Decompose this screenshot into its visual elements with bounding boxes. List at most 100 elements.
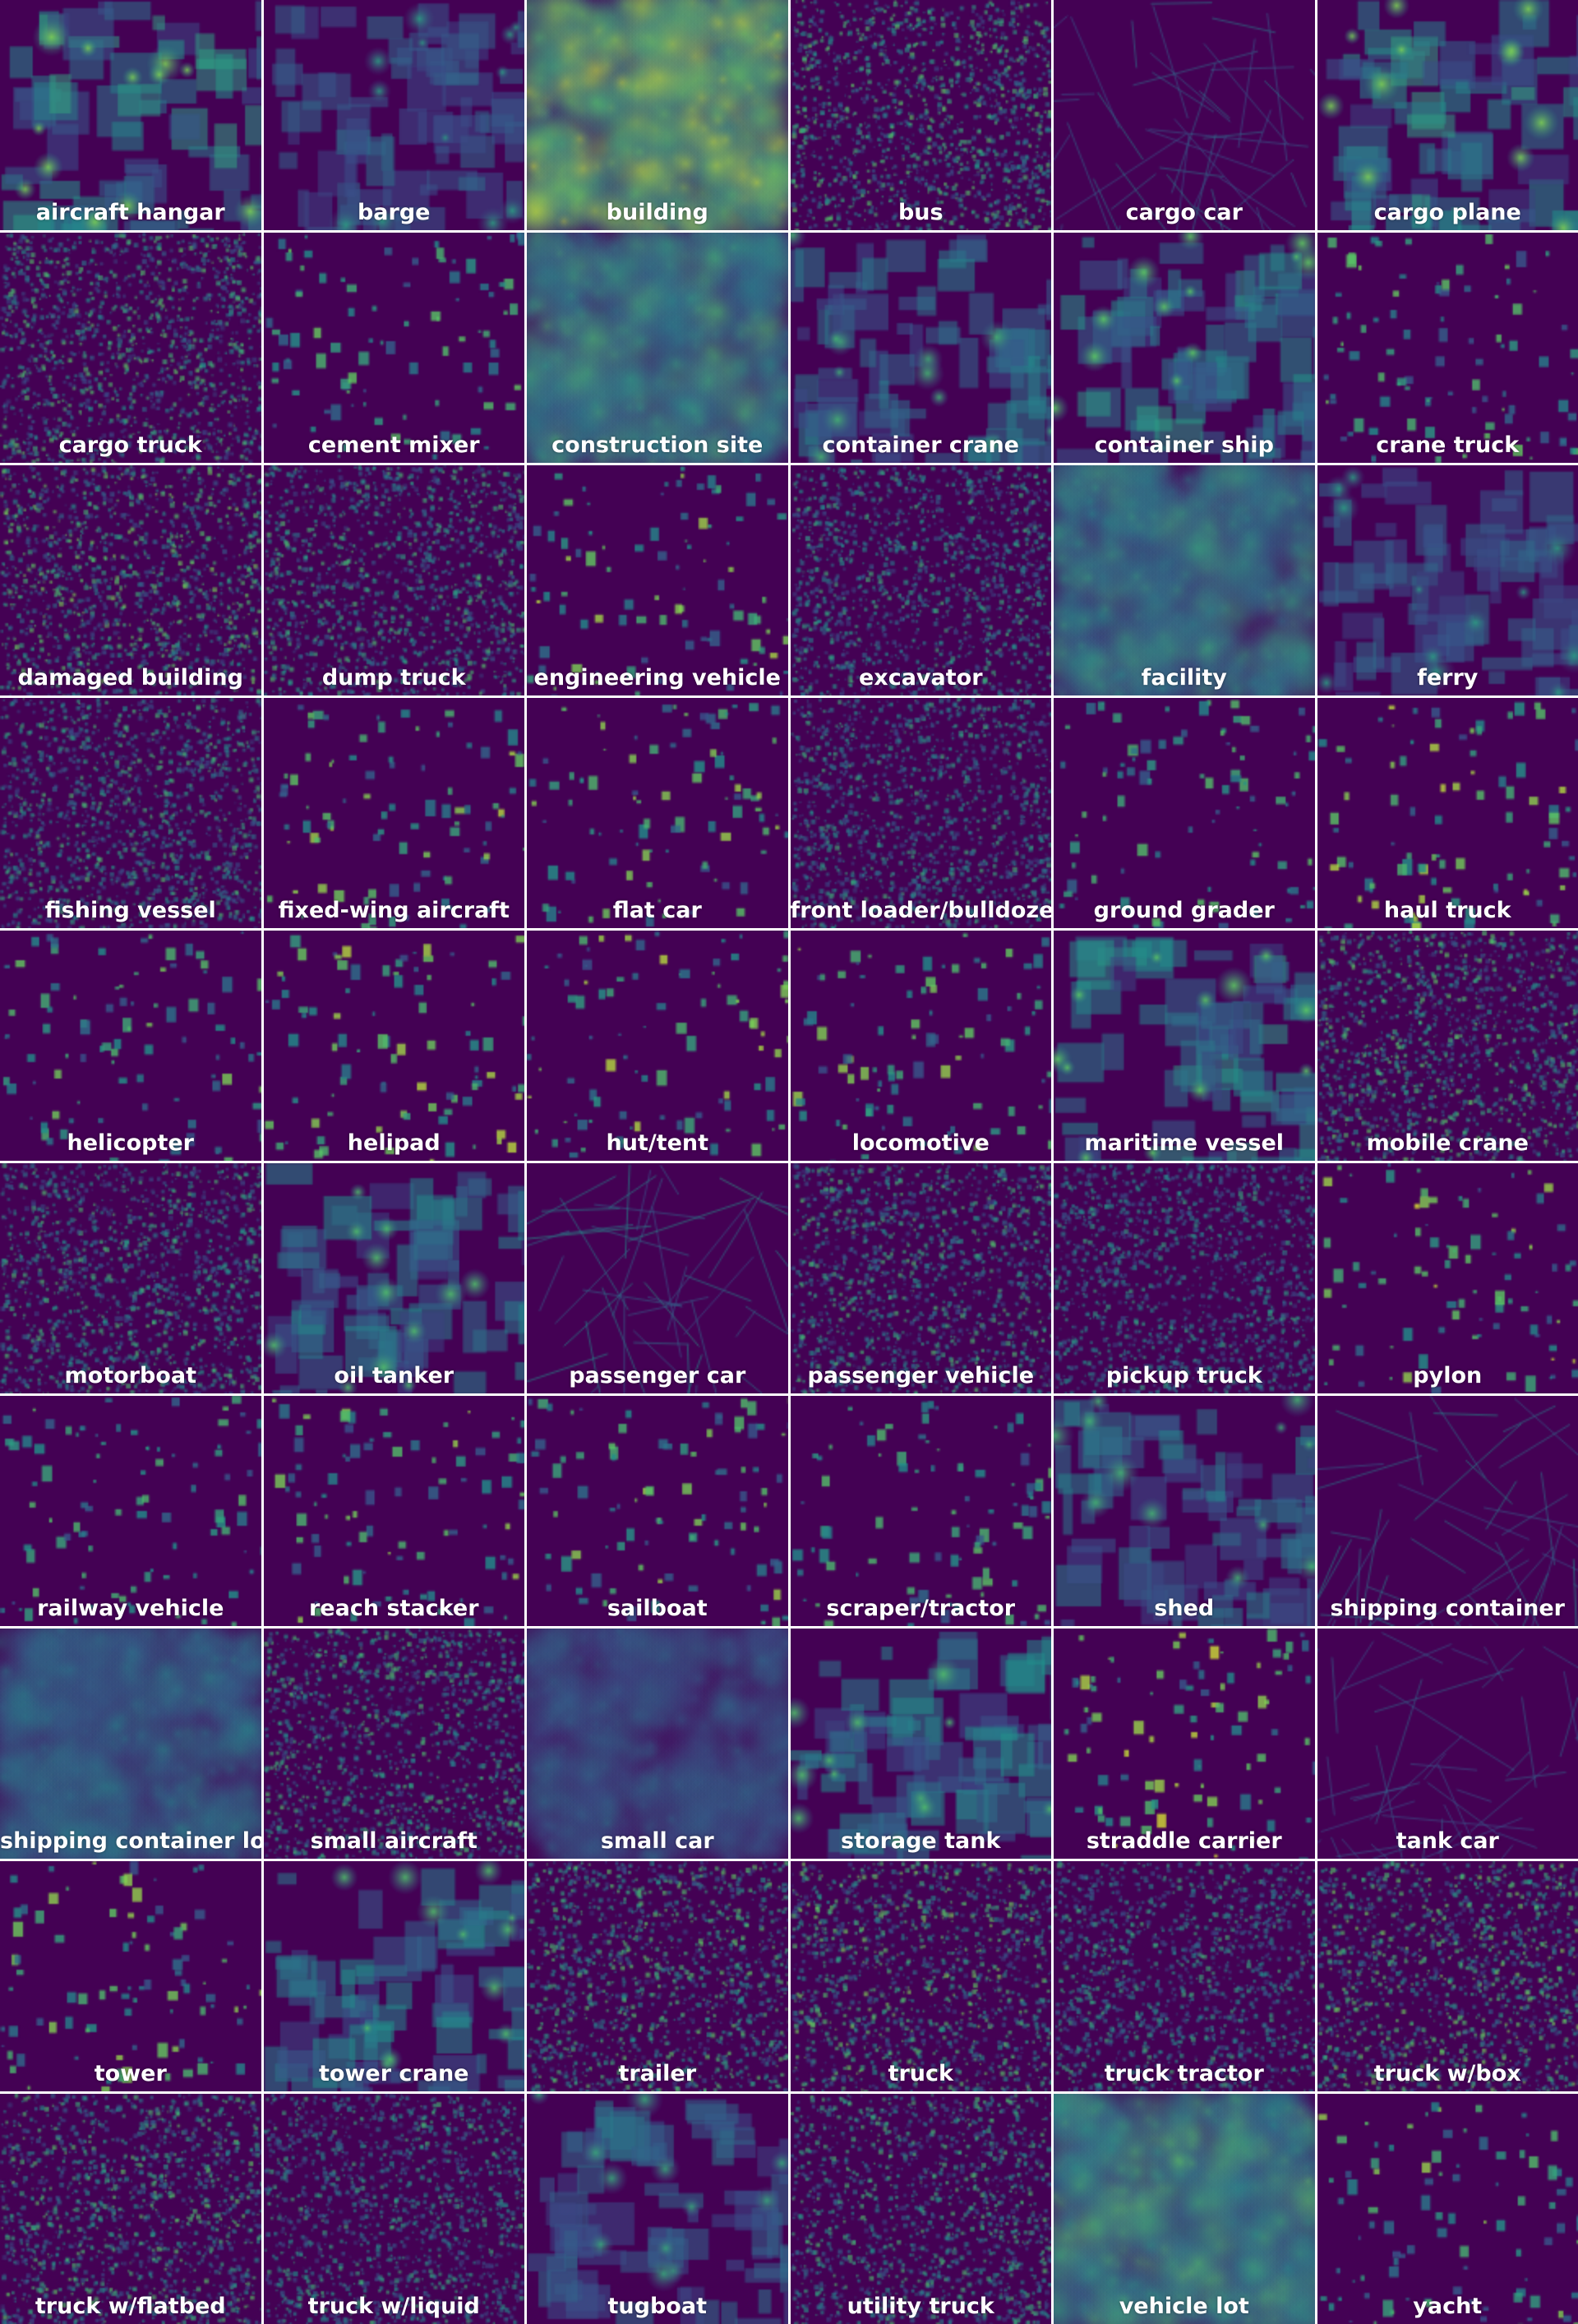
heatmap-image — [1317, 931, 1578, 1161]
tile-label: front loader/bulldozer — [790, 898, 1052, 924]
heatmap-image — [527, 1861, 788, 2091]
tile-label: flat car — [612, 898, 702, 924]
tile-label: small aircraft — [310, 1828, 478, 1855]
heatmap-tile: bus — [790, 0, 1051, 230]
heatmap-image — [790, 233, 1051, 463]
heatmap-tile: container ship — [1054, 233, 1315, 463]
heatmap-tile: truck — [790, 1861, 1051, 2091]
heatmap-image — [0, 931, 261, 1161]
tile-label: damaged building — [17, 665, 243, 691]
heatmap-image — [790, 2094, 1051, 2324]
heatmap-tile: shipping container — [1317, 1396, 1578, 1626]
heatmap-tile: aircraft hangar — [0, 0, 261, 230]
heatmap-tile: pylon — [1317, 1163, 1578, 1393]
tile-label: engineering vehicle — [533, 665, 781, 691]
heatmap-image — [527, 465, 788, 695]
tile-label: barge — [357, 200, 431, 226]
heatmap-image — [790, 0, 1051, 230]
tile-label: motorboat — [64, 1363, 196, 1389]
tile-label: vehicle lot — [1119, 2294, 1249, 2320]
heatmap-image — [263, 931, 524, 1161]
heatmap-tile: damaged building — [0, 465, 261, 695]
heatmap-tile: helipad — [263, 931, 524, 1161]
heatmap-image — [790, 1629, 1051, 1859]
tile-label: utility truck — [847, 2294, 994, 2320]
heatmap-tile: passenger vehicle — [790, 1163, 1051, 1393]
heatmap-image — [1317, 1396, 1578, 1626]
heatmap-tile: front loader/bulldozer — [790, 698, 1052, 928]
tile-label: tugboat — [607, 2294, 707, 2320]
heatmap-image — [263, 1629, 524, 1859]
tile-label: helipad — [347, 1130, 441, 1157]
tile-label: small car — [600, 1828, 714, 1855]
tile-label: fishing vessel — [44, 898, 216, 924]
heatmap-tile: small aircraft — [263, 1629, 524, 1859]
heatmap-tile: crane truck — [1317, 233, 1578, 463]
tile-label: yacht — [1413, 2294, 1483, 2320]
tile-label: locomotive — [851, 1130, 990, 1157]
heatmap-tile: tower crane — [263, 1861, 524, 2091]
heatmap-tile: fixed-wing aircraft — [263, 698, 524, 928]
tile-label: reach stacker — [308, 1596, 479, 1622]
heatmap-tile: construction site — [527, 233, 788, 463]
heatmap-image — [0, 465, 261, 695]
heatmap-tile: ferry — [1317, 465, 1578, 695]
heatmap-tile: trailer — [527, 1861, 788, 2091]
tile-label: hut/tent — [606, 1130, 709, 1157]
tile-label: cargo plane — [1373, 200, 1521, 226]
heatmap-image — [263, 1861, 524, 2091]
heatmap-image — [790, 1163, 1051, 1393]
tile-label: railway vehicle — [37, 1596, 224, 1622]
heatmap-tile: cement mixer — [263, 233, 524, 463]
heatmap-image — [263, 698, 524, 928]
heatmap-image — [1054, 698, 1315, 928]
heatmap-image — [0, 0, 261, 230]
tile-label: crane truck — [1376, 432, 1520, 459]
tile-label: passenger car — [569, 1363, 746, 1389]
heatmap-image — [263, 465, 524, 695]
heatmap-tile: helicopter — [0, 931, 261, 1161]
heatmap-image — [527, 1629, 788, 1859]
heatmap-image — [1317, 233, 1578, 463]
heatmap-tile: tugboat — [527, 2094, 788, 2324]
heatmap-image — [1317, 465, 1578, 695]
tile-label: container crane — [822, 432, 1019, 459]
heatmap-image — [527, 2094, 788, 2324]
tile-label: oil tanker — [334, 1363, 454, 1389]
tile-label: ground grader — [1093, 898, 1275, 924]
heatmap-image — [0, 1396, 261, 1626]
heatmap-tile: cargo truck — [0, 233, 261, 463]
tile-label: cement mixer — [307, 432, 480, 459]
heatmap-image — [263, 1396, 524, 1626]
tile-label: aircraft hangar — [35, 200, 225, 226]
heatmap-tile: dump truck — [263, 465, 524, 695]
heatmap-image — [263, 0, 524, 230]
tile-label: cargo truck — [58, 432, 202, 459]
heatmap-image — [527, 1396, 788, 1626]
tile-label: excavator — [858, 665, 983, 691]
heatmap-tile: vehicle lot — [1054, 2094, 1315, 2324]
tile-label: tower crane — [318, 2061, 469, 2087]
heatmap-tile: container crane — [790, 233, 1051, 463]
heatmap-image — [1054, 2094, 1315, 2324]
tile-label: pickup truck — [1105, 1363, 1262, 1389]
heatmap-tile: cargo plane — [1317, 0, 1578, 230]
heatmap-image — [1317, 2094, 1578, 2324]
heatmap-tile: motorboat — [0, 1163, 261, 1393]
heatmap-tile: ground grader — [1054, 698, 1315, 928]
heatmap-image — [263, 233, 524, 463]
heatmap-image — [1054, 0, 1315, 230]
tile-label: cargo car — [1125, 200, 1243, 226]
heatmap-tile: tank car — [1317, 1629, 1578, 1859]
heatmap-tile: railway vehicle — [0, 1396, 261, 1626]
tile-label: mobile crane — [1366, 1130, 1529, 1157]
heatmap-tile: straddle carrier — [1054, 1629, 1315, 1859]
heatmap-image — [1054, 1163, 1315, 1393]
heatmap-image — [0, 233, 261, 463]
heatmap-image — [1317, 1861, 1578, 2091]
heatmap-tile: storage tank — [790, 1629, 1051, 1859]
heatmap-image — [1054, 931, 1315, 1161]
heatmap-tile: flat car — [527, 698, 788, 928]
tile-label: scraper/tractor — [826, 1596, 1016, 1622]
tile-label: tower — [94, 2061, 167, 2087]
